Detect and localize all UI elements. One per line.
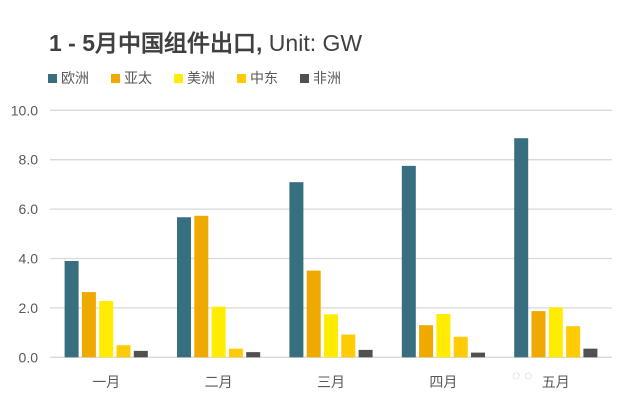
x-tick-label: 四月 (429, 374, 457, 390)
bar-非洲-一月 (133, 350, 148, 358)
x-tick-label: 五月 (542, 374, 570, 390)
bar-非洲-四月 (471, 352, 485, 358)
legend-item: 美洲 (174, 68, 215, 88)
bar-非洲-三月 (358, 349, 373, 358)
legend-label: 非洲 (313, 70, 341, 86)
legend-item: 中东 (237, 68, 278, 88)
bar-美洲-五月 (548, 307, 563, 358)
legend: 欧洲 亚太 美洲 中东 非洲 (48, 68, 341, 88)
bar-亚太-五月 (531, 311, 546, 358)
y-tick-label: 4.0 (19, 251, 39, 267)
bar-美洲-三月 (324, 314, 338, 358)
bar-欧洲-四月 (401, 165, 416, 358)
bar-亚太-四月 (419, 325, 434, 358)
bar-非洲-五月 (583, 348, 598, 358)
y-tick-label: 0.0 (19, 349, 39, 365)
legend-label: 美洲 (187, 70, 215, 86)
chart-title: 1 - 5月中国组件出口, Unit: GW (49, 24, 362, 58)
y-tick-label: 8.0 (19, 152, 39, 168)
bar-美洲-四月 (436, 314, 451, 358)
legend-item: 欧洲 (48, 68, 89, 88)
y-tick-label: 2.0 (19, 300, 39, 316)
bar-中东-二月 (228, 348, 243, 358)
legend-swatch (111, 73, 120, 83)
legend-swatch (300, 73, 309, 83)
y-tick-label: 6.0 (19, 201, 39, 217)
legend-item: 非洲 (300, 68, 341, 88)
legend-swatch (48, 73, 57, 83)
y-tick-label: 10.0 (11, 102, 38, 118)
bar-美洲-一月 (99, 300, 114, 358)
bar-中东-三月 (341, 334, 356, 358)
bar-非洲-二月 (246, 352, 261, 358)
bar-欧洲-三月 (289, 182, 304, 358)
x-tick-label: 三月 (317, 374, 345, 390)
bar-亚太-二月 (194, 215, 209, 358)
x-tick-label: 二月 (205, 374, 233, 390)
bar-欧洲-一月 (64, 260, 79, 358)
bar-中东-四月 (453, 336, 468, 358)
legend-label: 欧洲 (61, 70, 89, 86)
bar-欧洲-五月 (514, 138, 529, 358)
legend-label: 亚太 (124, 70, 152, 86)
bar-亚太-一月 (81, 292, 96, 358)
legend-swatch (174, 73, 183, 83)
bar-亚太-三月 (306, 270, 321, 358)
legend-swatch (237, 73, 246, 83)
bar-美洲-二月 (211, 306, 226, 358)
legend-item: 亚太 (111, 68, 152, 88)
bar-中东-一月 (116, 345, 131, 358)
legend-label: 中东 (250, 70, 278, 86)
title-unit: Unit: GW (262, 30, 363, 56)
x-tick-label: 一月 (92, 374, 120, 390)
bar-欧洲-二月 (177, 217, 191, 358)
bar-中东-五月 (566, 326, 581, 358)
title-bold: 1 - 5月中国组件出口, (49, 30, 263, 56)
watermark-logo: ◌ ◌ (512, 367, 533, 383)
